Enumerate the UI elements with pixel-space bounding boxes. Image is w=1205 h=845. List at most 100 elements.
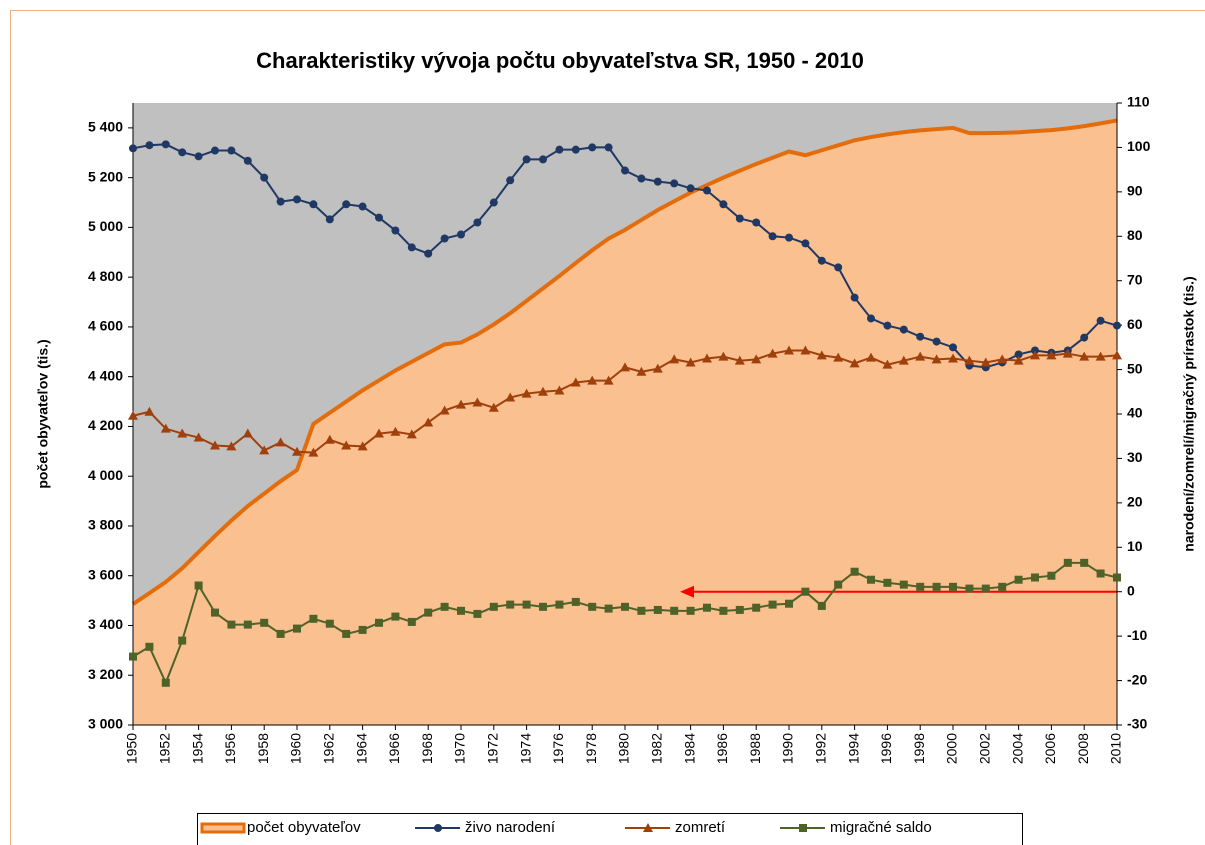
- marker: [916, 582, 925, 591]
- marker: [457, 230, 465, 239]
- x-tick-label: 1978: [583, 733, 599, 764]
- marker: [260, 618, 269, 627]
- marker: [834, 580, 843, 589]
- marker: [948, 353, 958, 363]
- y-tick-label: 4 000: [88, 467, 123, 483]
- marker: [799, 824, 807, 832]
- marker: [603, 375, 614, 385]
- marker: [719, 606, 728, 615]
- marker: [1080, 558, 1089, 567]
- marker: [390, 426, 401, 436]
- marker: [801, 239, 810, 248]
- marker: [620, 362, 630, 372]
- x-tick-label: 1984: [681, 733, 697, 764]
- marker: [357, 441, 368, 451]
- chart-title: Charakteristiky vývoja počtu obyvateľstv…: [256, 48, 864, 73]
- marker: [342, 629, 351, 638]
- marker: [604, 143, 613, 152]
- marker: [407, 617, 416, 626]
- marker: [506, 600, 515, 609]
- marker: [554, 385, 565, 395]
- annotation-arrowhead: [680, 585, 694, 598]
- page-border: [10, 10, 1205, 845]
- marker: [850, 567, 859, 576]
- marker: [308, 447, 319, 457]
- marker: [324, 434, 335, 444]
- marker: [489, 602, 498, 611]
- x-tick-label: 1996: [878, 733, 894, 764]
- marker: [1080, 333, 1089, 342]
- marker: [997, 354, 1008, 364]
- x-tick-label: 1962: [321, 733, 337, 764]
- marker: [686, 606, 695, 615]
- marker: [980, 357, 991, 367]
- y2-tick-label: -20: [1127, 671, 1147, 687]
- y-tick-label: 5 200: [88, 168, 123, 184]
- marker: [1014, 575, 1023, 584]
- marker: [636, 366, 647, 376]
- marker: [439, 405, 450, 415]
- marker: [434, 824, 442, 832]
- y2-tick-label: 50: [1127, 360, 1143, 376]
- x-tick-label: 1976: [550, 733, 566, 764]
- y2-tick-label: 90: [1127, 183, 1143, 199]
- marker: [1046, 350, 1057, 360]
- marker: [391, 612, 400, 621]
- marker: [1095, 351, 1106, 361]
- marker: [145, 642, 154, 651]
- marker: [555, 600, 564, 609]
- marker: [882, 359, 893, 369]
- marker: [785, 233, 793, 242]
- marker: [767, 348, 778, 358]
- marker: [800, 345, 811, 355]
- marker: [637, 606, 646, 615]
- marker: [211, 146, 219, 155]
- marker: [1096, 569, 1105, 578]
- marker: [931, 354, 942, 364]
- marker: [260, 173, 269, 182]
- y2-tick-label: 100: [1127, 138, 1151, 154]
- population-line: [131, 118, 1118, 606]
- y2-axis-label: narodení/zomrelí/migračný prírastok (tis…: [1181, 276, 1197, 551]
- x-tick-label: 2000: [944, 733, 960, 764]
- marker: [177, 428, 188, 438]
- marker: [621, 166, 629, 175]
- marker: [949, 582, 957, 591]
- marker: [178, 148, 187, 157]
- marker: [932, 582, 941, 591]
- marker: [407, 243, 416, 252]
- y-tick-label: 4 800: [88, 268, 123, 284]
- marker: [703, 603, 711, 612]
- marker: [358, 202, 367, 211]
- marker: [128, 410, 138, 420]
- marker: [1062, 348, 1073, 358]
- marker: [161, 678, 170, 687]
- marker: [211, 608, 219, 617]
- y2-tick-label: 0: [1127, 582, 1135, 598]
- marker: [833, 352, 844, 362]
- x-tick-label: 1954: [189, 733, 205, 764]
- marker: [424, 608, 433, 617]
- marker: [1096, 316, 1105, 325]
- x-tick-label: 1972: [485, 733, 501, 764]
- marker: [555, 145, 564, 154]
- x-tick-label: 2006: [1042, 733, 1058, 764]
- marker: [375, 213, 383, 222]
- marker: [669, 354, 680, 364]
- population-area: [133, 120, 1117, 725]
- marker: [505, 392, 516, 402]
- marker: [719, 200, 728, 209]
- marker: [685, 357, 696, 367]
- marker: [981, 584, 990, 593]
- marker: [440, 602, 449, 611]
- y2-tick-label: 10: [1127, 538, 1143, 554]
- marker: [718, 351, 729, 361]
- x-tick-label: 1970: [452, 733, 468, 764]
- marker: [816, 350, 827, 360]
- marker: [161, 140, 170, 149]
- marker: [703, 186, 711, 195]
- y2-tick-label: 40: [1127, 405, 1143, 421]
- marker: [522, 600, 531, 609]
- marker: [834, 263, 843, 272]
